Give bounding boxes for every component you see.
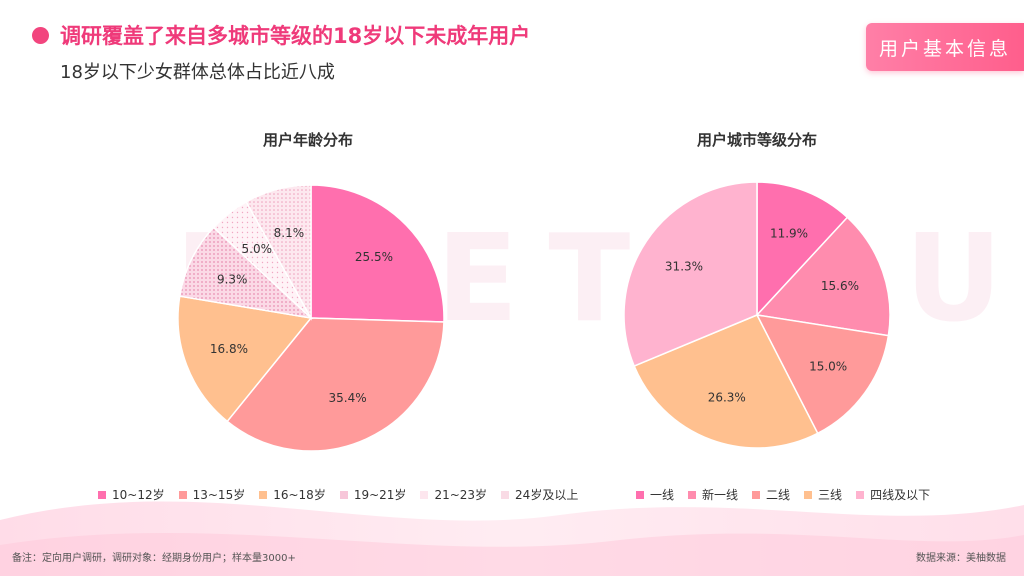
legend-label-1-2: 二线 bbox=[766, 488, 791, 502]
pie-label-0-2: 16.8% bbox=[210, 342, 248, 356]
legend-item-1-1: 新一线 bbox=[688, 486, 738, 503]
legend-item-1-4: 四线及以下 bbox=[856, 486, 930, 503]
pie-label-1-0: 11.9% bbox=[770, 226, 808, 240]
age-pie: 25.5% 35.4% 16.8% 9.3% 5.0%8.1% bbox=[177, 184, 445, 452]
legend-item-0-0: 10~12岁 bbox=[98, 486, 165, 503]
legend-item-1-2: 二线 bbox=[752, 486, 790, 503]
legend-item-1-0: 一线 bbox=[636, 486, 674, 503]
legend-label-1-3: 三线 bbox=[818, 488, 843, 502]
legend-swatch-0-2 bbox=[259, 490, 268, 499]
pie-slice-1-4 bbox=[623, 181, 758, 368]
age-chart-title: 用户年龄分布 bbox=[262, 131, 353, 149]
legend-item-0-3: 19~21岁 bbox=[339, 486, 407, 503]
legend-label-0-1: 13~15岁 bbox=[192, 488, 246, 502]
pie-slice-1-1 bbox=[755, 216, 891, 337]
pie-slice-0-0 bbox=[310, 184, 445, 323]
city-pie: 11.9% 15.6% 15.0% 26.3% 31.3% bbox=[623, 181, 891, 449]
pie-slice-0-2 bbox=[177, 295, 313, 423]
legend-label-1-0: 一线 bbox=[650, 488, 675, 502]
legend-swatch-0-1 bbox=[178, 490, 187, 499]
legend-swatch-0-4 bbox=[420, 490, 429, 499]
footnote: 备注：定向用户调研，调研对象：经期身份用户；样本量3000+ bbox=[12, 553, 296, 564]
legend-item-0-5: 24岁及以上 bbox=[501, 486, 578, 503]
legend-swatch-1-0 bbox=[636, 490, 644, 499]
legend-swatch-1-2 bbox=[752, 490, 761, 499]
pie-slice-1-0 bbox=[756, 181, 849, 317]
legend-label-0-5: 24岁及以上 bbox=[515, 488, 579, 502]
legend-label-0-2: 16~18岁 bbox=[273, 488, 326, 502]
pie-slice-0-5 bbox=[245, 184, 312, 321]
pie-label-1-3: 26.3% bbox=[708, 390, 746, 404]
pie-slice-1-2 bbox=[755, 314, 890, 435]
pie-label-0-3: 9.3% bbox=[217, 272, 248, 286]
legend-item-0-1: 13~15岁 bbox=[178, 486, 246, 503]
pie-label-0-5: 8.1% bbox=[274, 226, 305, 240]
pie-label-0-4: 5.0% bbox=[242, 242, 273, 256]
legend-swatch-0-5 bbox=[501, 490, 510, 499]
legend-item-1-3: 三线 bbox=[804, 486, 842, 503]
section-badge: 用户基本信息 bbox=[866, 23, 1024, 71]
legend-swatch-1-3 bbox=[804, 490, 813, 499]
pie-slice-0-3 bbox=[178, 226, 314, 320]
legend-swatch-0-3 bbox=[339, 490, 348, 499]
legend-swatch-0-0 bbox=[98, 490, 106, 499]
pie-label-1-1: 15.6% bbox=[821, 279, 859, 293]
legend-swatch-1-4 bbox=[856, 490, 865, 499]
pie-label-0-0: 25.5% bbox=[355, 250, 393, 264]
legend-label-0-0: 10~12岁 bbox=[112, 488, 165, 502]
pie-slice-0-1 bbox=[226, 317, 445, 452]
title-dot-icon bbox=[32, 27, 49, 44]
city-chart-title: 用户城市等级分布 bbox=[696, 131, 817, 149]
legend-label-0-3: 19~21岁 bbox=[353, 488, 407, 502]
legend-item-0-2: 16~18岁 bbox=[259, 486, 326, 503]
age-legend: 10~12岁 13~15岁 16~18岁 19~21岁 21~23岁 24岁及以上 bbox=[98, 486, 592, 503]
legend-label-1-1: 新一线 bbox=[702, 488, 739, 502]
legend-item-0-4: 21~23岁 bbox=[420, 486, 487, 503]
pie-label-0-1: 35.4% bbox=[329, 391, 367, 405]
city-legend: 一线 新一线 二线 三线 四线及以下 bbox=[636, 486, 944, 503]
legend-label-1-4: 四线及以下 bbox=[870, 488, 931, 502]
pie-label-1-2: 15.0% bbox=[809, 359, 847, 373]
legend-swatch-1-1 bbox=[688, 490, 697, 499]
data-source: 数据来源：美柚数据 bbox=[916, 553, 1006, 564]
page-subtitle: 18岁以下少女群体总体占比近八成 bbox=[60, 62, 335, 83]
legend-label-0-4: 21~23岁 bbox=[434, 488, 488, 502]
section-badge-label: 用户基本信息 bbox=[878, 37, 1011, 60]
page-title: 调研覆盖了来自多城市等级的18岁以下未成年用户 bbox=[60, 24, 531, 48]
pie-slice-1-3 bbox=[633, 314, 819, 449]
pie-label-1-4: 31.3% bbox=[665, 259, 703, 273]
